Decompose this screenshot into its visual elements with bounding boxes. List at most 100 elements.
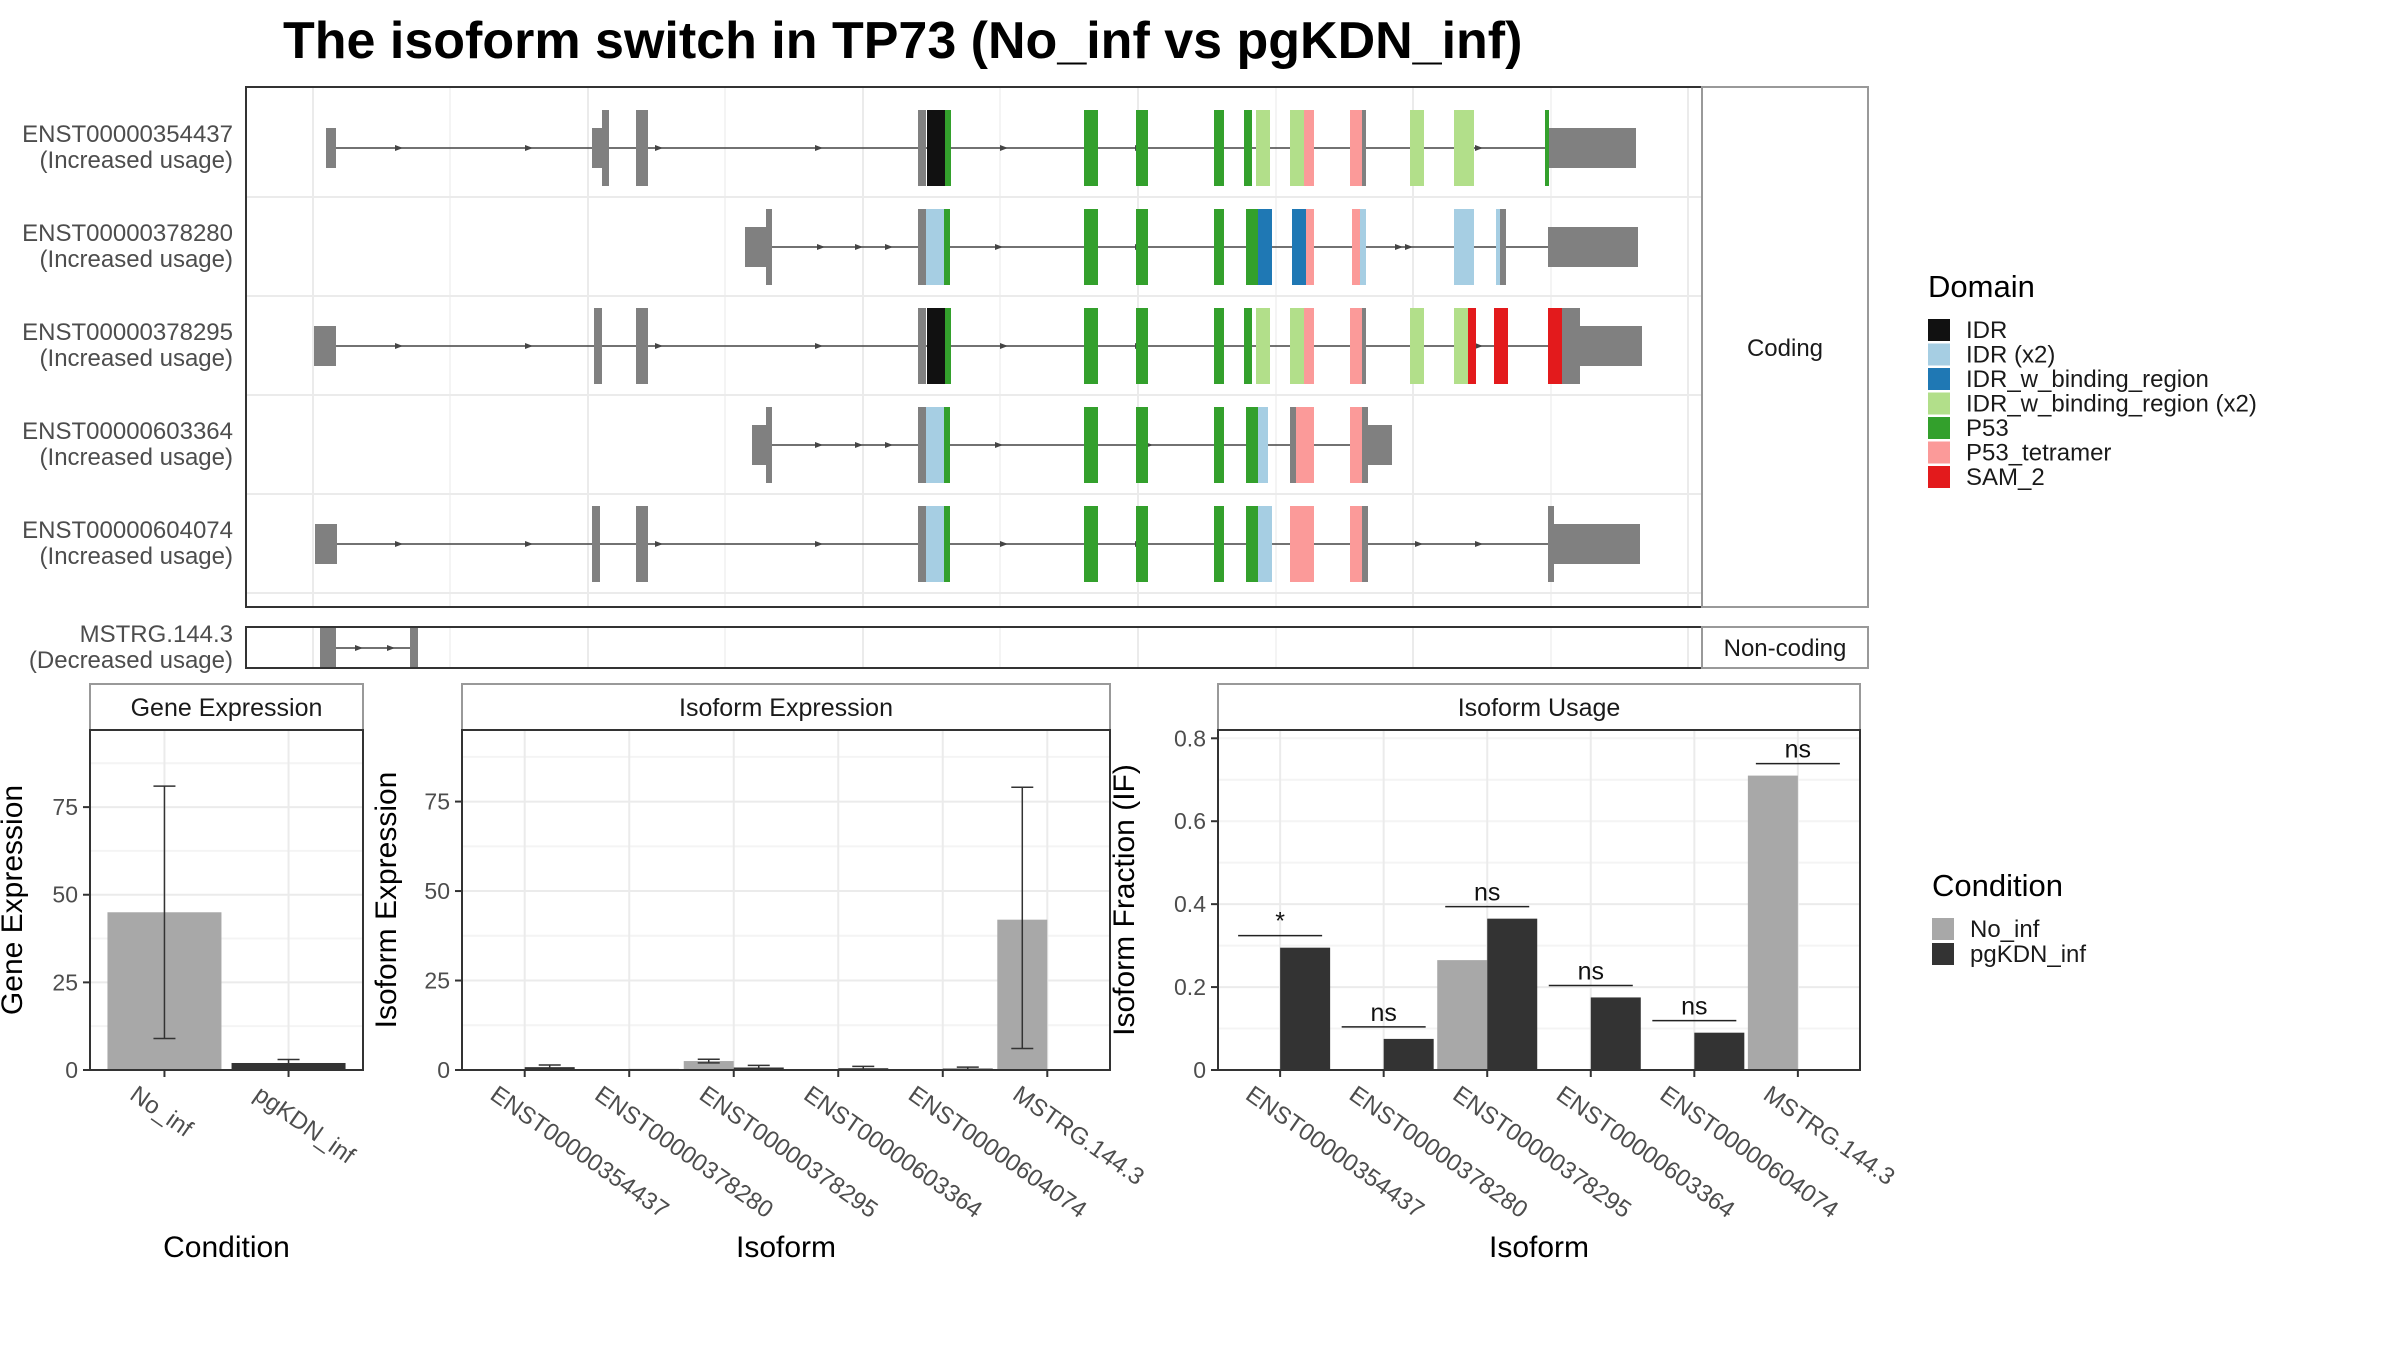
coding-exon-domain bbox=[1084, 506, 1098, 582]
coding-exon-domain bbox=[1362, 407, 1368, 483]
intron-arrow bbox=[815, 145, 823, 151]
intron-arrow bbox=[1475, 541, 1483, 547]
x-axis-title: Isoform bbox=[1489, 1231, 1589, 1264]
y-tick-label: 25 bbox=[52, 969, 78, 995]
domain-legend-swatch bbox=[1928, 319, 1950, 341]
domain-legend-label: IDR_w_binding_region (x2) bbox=[1966, 391, 2257, 418]
transcript-usage-label: (Increased usage) bbox=[40, 147, 233, 174]
facet-strip-coding bbox=[1701, 86, 1869, 608]
coding-exon-domain bbox=[918, 110, 926, 186]
coding-exon-domain bbox=[1246, 407, 1258, 483]
domain-legend-label: P53 bbox=[1966, 415, 2009, 442]
domain-legend-label: IDR bbox=[1966, 317, 2007, 344]
significance-label: ns bbox=[1681, 993, 1707, 1021]
isoform-usage-panel: Isoform Usage * ns ns ns ns ns 0 0.2 0.4 0.6 0.8 ENS… bbox=[1108, 683, 1900, 1264]
coding-exon-domain bbox=[1410, 308, 1424, 384]
transcript-id-label: MSTRG.144.3 bbox=[80, 621, 233, 648]
y-tick-label: 75 bbox=[424, 789, 450, 815]
coding-exon-domain bbox=[636, 506, 648, 582]
coding-exon-domain bbox=[594, 308, 602, 384]
intron-arrow bbox=[817, 244, 825, 250]
coding-exon-domain bbox=[1350, 110, 1362, 186]
x-tick-label: ENST00000354437 bbox=[1241, 1081, 1429, 1224]
x-tick-label: ENST00000604074 bbox=[1655, 1081, 1843, 1224]
coding-exon-domain bbox=[918, 407, 926, 483]
y-tick-label: 0.8 bbox=[1174, 725, 1206, 751]
coding-exon-domain bbox=[1290, 308, 1304, 384]
intron-arrow bbox=[655, 145, 663, 151]
domain-legend-label: P53_tetramer bbox=[1966, 440, 2111, 467]
domain-legend-swatch bbox=[1928, 441, 1950, 464]
coding-exon-domain bbox=[1214, 308, 1224, 384]
coding-exon-domain bbox=[636, 308, 648, 384]
coding-exon-domain bbox=[1350, 407, 1362, 483]
facet-label-noncoding: Non-coding bbox=[1724, 635, 1847, 662]
condition-legend-label: No_inf bbox=[1970, 916, 2040, 943]
intron-arrow bbox=[525, 145, 533, 151]
x-axis-title: Isoform bbox=[736, 1231, 836, 1264]
coding-exon-domain bbox=[927, 308, 945, 384]
coding-exon-domain bbox=[1214, 506, 1224, 582]
coding-exon-domain bbox=[1290, 407, 1296, 483]
y-tick-label: 25 bbox=[424, 968, 450, 994]
y-axis-title: Isoform Fraction (IF) bbox=[1108, 764, 1141, 1036]
coding-exon-domain bbox=[926, 209, 944, 285]
coding-plot-background bbox=[246, 87, 1702, 607]
facet-label-coding: Coding bbox=[1747, 335, 1823, 362]
intron-arrow bbox=[395, 145, 403, 151]
coding-exon-domain bbox=[945, 110, 951, 186]
intron-arrow bbox=[1405, 244, 1413, 250]
coding-exon-domain bbox=[1306, 209, 1314, 285]
intron-arrow bbox=[525, 343, 533, 349]
figure-title: The isoform switch in TP73 (No_inf vs pg… bbox=[283, 12, 1522, 70]
transcript-id-label: ENST00000604074 bbox=[22, 517, 233, 544]
coding-exon-domain bbox=[944, 209, 950, 285]
condition-legend-swatch bbox=[1932, 918, 1954, 940]
coding-exon-domain bbox=[1136, 308, 1148, 384]
noncoding-plot-background bbox=[246, 627, 1702, 668]
facet-strip bbox=[1217, 683, 1861, 731]
transcript-usage-label: (Increased usage) bbox=[40, 444, 233, 471]
intron-arrow bbox=[995, 244, 1003, 250]
coding-exon-domain bbox=[1084, 110, 1098, 186]
coding-exon-domain bbox=[1258, 209, 1272, 285]
condition-legend-label: pgKDN_inf bbox=[1970, 941, 2086, 968]
x-tick-label: ENST00000378280 bbox=[590, 1081, 778, 1224]
facet-strip-noncoding bbox=[1701, 626, 1869, 669]
transcript-id-label: ENST00000603364 bbox=[22, 418, 233, 445]
gene-expression-panel: Gene Expression 0 25 50 75 No_inf pgKDN_inf Gen… bbox=[0, 683, 364, 1264]
plot-frame bbox=[461, 729, 1111, 1071]
x-tick-label: ENST00000378295 bbox=[1448, 1081, 1636, 1224]
intron-arrow bbox=[395, 541, 403, 547]
bar bbox=[1437, 960, 1488, 1070]
domain-legend-swatch bbox=[1928, 343, 1950, 366]
y-axis-title: Gene Expression bbox=[0, 785, 29, 1015]
coding-exon-domain bbox=[1548, 308, 1562, 384]
x-tick-label: No_inf bbox=[125, 1081, 198, 1143]
coding-exon-domain bbox=[1246, 209, 1258, 285]
y-tick-label: 0 bbox=[65, 1057, 78, 1083]
intron-arrow bbox=[885, 244, 893, 250]
y-tick-label: 75 bbox=[52, 794, 78, 820]
x-tick-label: ENST00000603364 bbox=[799, 1081, 987, 1224]
coding-exon-domain bbox=[918, 209, 926, 285]
coding-exon-domain bbox=[1496, 209, 1500, 285]
intron-arrow bbox=[995, 442, 1003, 448]
bar bbox=[1590, 997, 1641, 1070]
coding-exon-domain bbox=[1292, 209, 1306, 285]
significance-label: ns bbox=[1785, 736, 1811, 764]
bar bbox=[1747, 775, 1798, 1070]
y-tick-label: 0.6 bbox=[1174, 808, 1206, 834]
coding-exon-domain bbox=[1350, 506, 1362, 582]
coding-exon-domain bbox=[1136, 506, 1148, 582]
coding-exon-domain bbox=[766, 209, 772, 285]
gene-structure-panel: CodingNon-codingENST00000354437(Increase… bbox=[22, 86, 1869, 674]
domain-legend-swatch bbox=[1928, 392, 1950, 415]
coding-exon-domain bbox=[1362, 506, 1368, 582]
coding-exon-domain bbox=[592, 506, 600, 582]
coding-exon-domain bbox=[1468, 308, 1476, 384]
intron-arrow bbox=[1000, 343, 1008, 349]
intron-arrow bbox=[395, 343, 403, 349]
y-tick-label: 50 bbox=[52, 882, 78, 908]
